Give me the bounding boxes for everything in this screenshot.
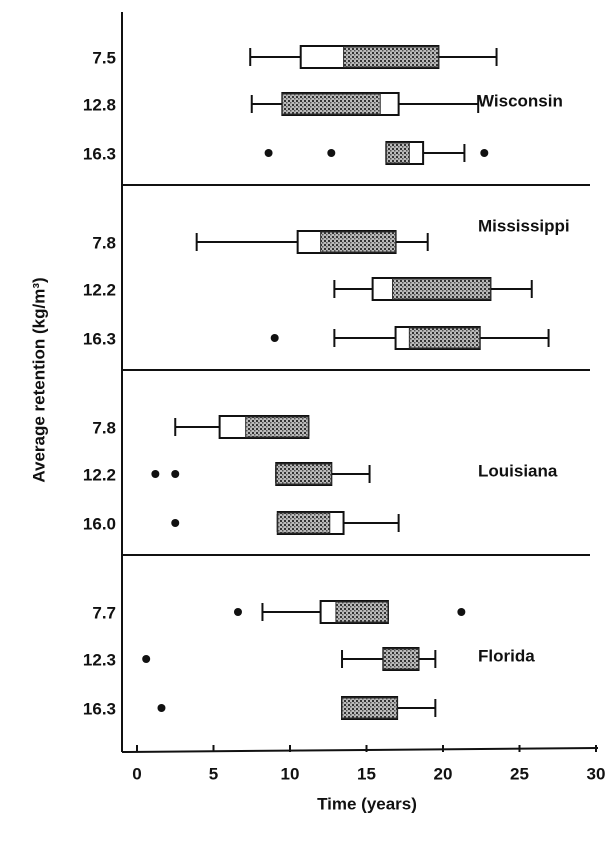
x-tick-label: 20 (434, 764, 453, 783)
y-tick-label: 16.3 (83, 144, 116, 163)
box-shade (382, 648, 420, 670)
outlier (480, 149, 489, 157)
outlier (233, 608, 242, 616)
y-tick-label: 7.7 (92, 603, 116, 622)
group-name: Wisconsin (478, 91, 563, 110)
y-tick-label: 16.0 (83, 514, 116, 533)
box-shade (385, 142, 410, 164)
x-tick-label: 25 (510, 764, 529, 783)
outlier (171, 470, 180, 478)
y-tick-label: 16.3 (83, 329, 116, 348)
outlier (457, 608, 466, 616)
y-tick-label: 12.3 (83, 650, 116, 669)
outlier (264, 149, 273, 157)
outlier (157, 704, 166, 712)
x-tick-label: 15 (357, 764, 376, 783)
y-tick-label: 7.5 (92, 48, 116, 67)
box-shade (320, 231, 397, 253)
y-tick-label: 7.8 (92, 233, 116, 252)
outlier (270, 334, 279, 342)
box-shade (275, 463, 332, 485)
y-tick-label: 7.8 (92, 418, 116, 437)
x-tick-label: 30 (587, 764, 606, 783)
outlier (142, 655, 151, 663)
outlier (151, 470, 160, 478)
y-tick-label: 16.3 (83, 699, 116, 718)
x-tick-label: 0 (132, 764, 141, 783)
x-axis-label: Time (years) (317, 794, 417, 813)
box-shade (281, 93, 381, 115)
x-tick-label: 10 (281, 764, 300, 783)
box-shade (277, 512, 331, 534)
outlier (327, 149, 336, 157)
x-tick-label: 5 (209, 764, 218, 783)
y-tick-label: 12.2 (83, 280, 116, 299)
outlier (171, 519, 180, 527)
group-name: Louisiana (478, 461, 558, 480)
y-axis-label: Average retention (kg/m³) (29, 277, 48, 482)
box-shade (335, 601, 389, 623)
x-axis (121, 747, 599, 753)
y-tick-label: 12.8 (83, 95, 116, 114)
box-shade (341, 697, 398, 719)
y-tick-label: 12.2 (83, 465, 116, 484)
box-shade (343, 46, 439, 68)
group-name: Florida (478, 646, 535, 665)
group-name: Mississippi (478, 216, 570, 235)
box-shade (408, 327, 481, 349)
box-shade (392, 278, 491, 300)
box-shade (245, 416, 309, 438)
